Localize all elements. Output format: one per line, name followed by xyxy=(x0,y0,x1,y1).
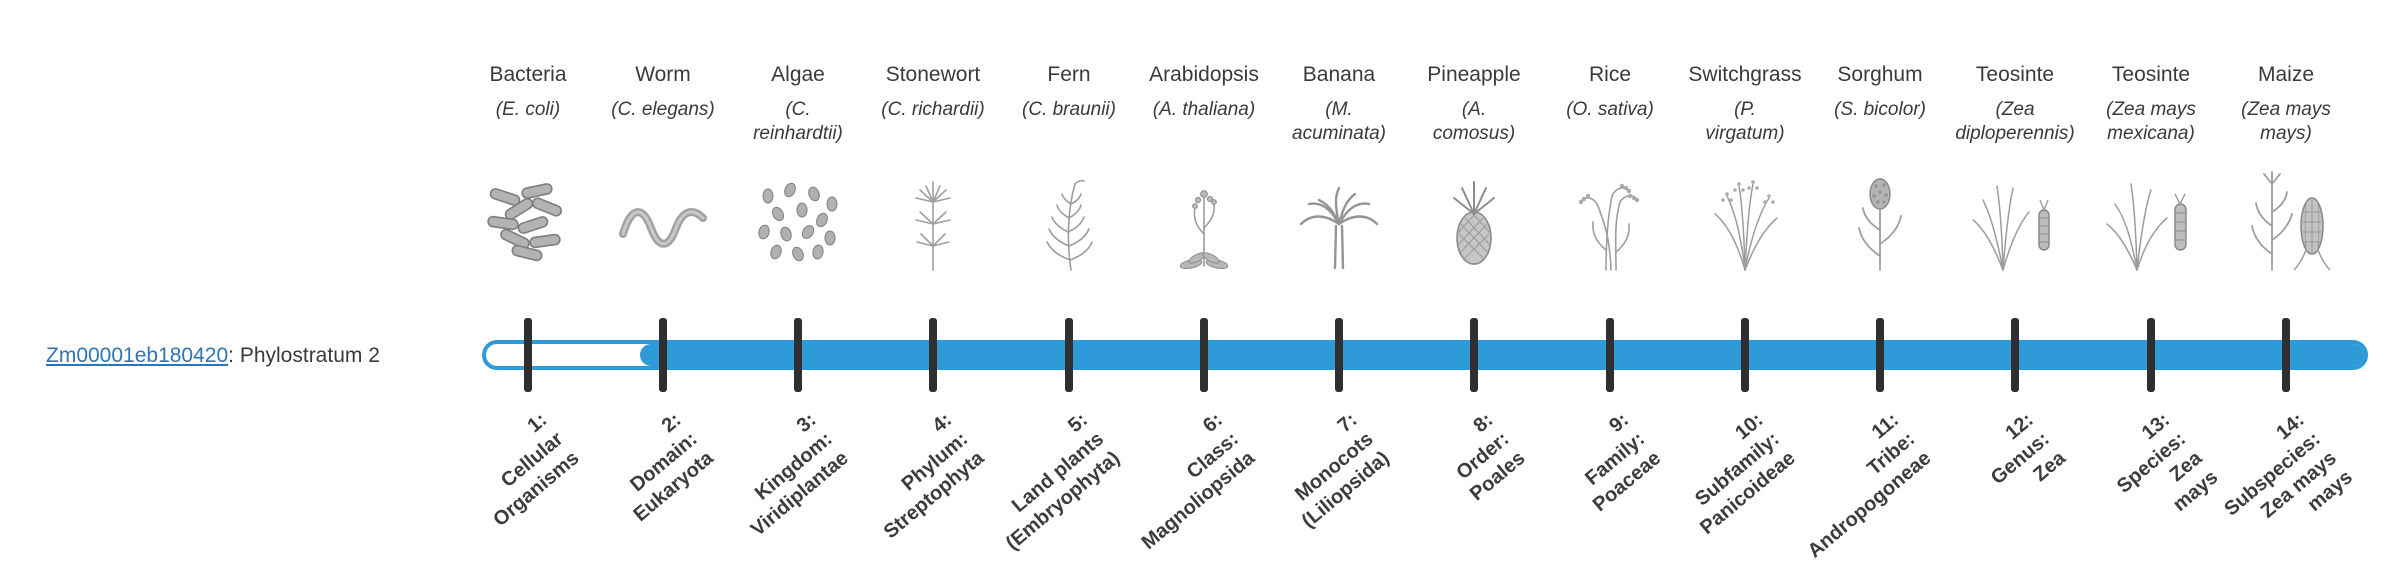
phylostratum-label: 11: Tribe: Andropogoneae xyxy=(1803,408,1935,563)
rice-illustration xyxy=(1555,168,1665,276)
organism-name: Rice xyxy=(1588,63,1631,86)
phylostratum-label: 2: Domain: Eukaryota xyxy=(626,408,718,527)
organism-scientific-name: (P. virgatum) xyxy=(1705,99,1785,144)
organism-scientific-name: (Zea diploperennis) xyxy=(1955,99,2075,144)
timeline-bar xyxy=(482,340,2368,370)
organism-scientific-name: (A. thaliana) xyxy=(1152,99,1256,120)
switchgrass-illustration xyxy=(1690,168,1800,276)
tick-mark xyxy=(2011,318,2019,392)
organism-scientific-name: (Zea mays mays) xyxy=(2241,99,2331,144)
gene-label: Zm00001eb180420: Phylostratum 2 xyxy=(46,343,380,368)
organism-scientific-name: (C. reinhardtii) xyxy=(753,99,843,144)
organism-name: Arabidopsis xyxy=(1149,63,1259,86)
organism-name: Worm xyxy=(635,63,691,86)
tick-mark xyxy=(794,318,802,392)
arabidopsis-illustration xyxy=(1149,168,1259,276)
sorghum-illustration xyxy=(1825,168,1935,276)
tick-mark xyxy=(1606,318,1614,392)
fern-illustration xyxy=(1014,168,1124,276)
organism-scientific-name: (C. elegans) xyxy=(611,99,715,120)
organism-name: Banana xyxy=(1302,63,1376,86)
tick-mark xyxy=(659,318,667,392)
phylostratum-label: 4: Phylum: Streptophyta xyxy=(879,408,988,544)
organism-scientific-name: (O. sativa) xyxy=(1566,99,1654,120)
organism-name: Switchgrass xyxy=(1688,63,1802,86)
organism-scientific-name: (C. braunii) xyxy=(1022,99,1116,120)
timeline-bar-fill xyxy=(640,344,2364,366)
phylostratum-label: 6: Class: Magnoliopsida xyxy=(1137,408,1259,554)
stonewort-illustration xyxy=(878,168,988,276)
organism-name: Algae xyxy=(771,63,825,86)
tick-mark xyxy=(1741,318,1749,392)
teosinte-diploperennis-illustration xyxy=(1960,168,2070,276)
organism-name: Pineapple xyxy=(1427,63,1521,86)
organism-name: Stonewort xyxy=(885,63,981,86)
phylostratum-label: 12: Genus: Zea xyxy=(1986,408,2070,490)
phylostratum-label: 13: Species: Zea mays xyxy=(2112,408,2222,516)
gene-phylostratum-text: : Phylostratum 2 xyxy=(228,344,380,367)
banana-illustration xyxy=(1284,168,1394,276)
phylostratum-label: 1: Cellular Organisms xyxy=(488,408,583,532)
phylostratum-label: 5: Land plants (Embryophyta) xyxy=(1001,408,1124,555)
teosinte-mexicana-illustration xyxy=(2096,168,2206,276)
organism-name: Teosinte xyxy=(1975,63,2055,86)
organism-name: Bacteria xyxy=(489,63,567,86)
worm-illustration xyxy=(608,168,718,276)
organism-scientific-name: (M. acuminata) xyxy=(1292,99,1386,144)
gene-link[interactable]: Zm00001eb180420 xyxy=(46,344,229,367)
tick-mark xyxy=(1200,318,1208,392)
tick-mark xyxy=(1065,318,1073,392)
tick-mark xyxy=(1470,318,1478,392)
organism-name: Teosinte xyxy=(2111,63,2191,86)
maize-illustration xyxy=(2231,168,2341,276)
tick-mark xyxy=(1876,318,1884,392)
phylostratum-label: 7: Monocots (Liliopsida) xyxy=(1291,408,1394,533)
phylostratum-label: 14: Subspecies: Zea mays mays xyxy=(2220,408,2357,523)
tick-mark xyxy=(1335,318,1343,392)
phylostratum-label: 10: Subfamily: Panicoideae xyxy=(1691,408,1800,539)
tick-mark xyxy=(2147,318,2155,392)
organism-name: Maize xyxy=(2257,63,2315,86)
pineapple-illustration xyxy=(1419,168,1529,276)
tick-mark xyxy=(929,318,937,392)
phylostratum-label: 8: Order: Poales xyxy=(1451,408,1529,506)
algae-illustration xyxy=(743,168,853,276)
tick-mark xyxy=(524,318,532,392)
organism-name: Sorghum xyxy=(1837,63,1923,86)
phylostratum-label: 9: Family: Poaceae xyxy=(1581,408,1665,517)
organism-scientific-name: (E. coli) xyxy=(495,99,561,120)
organism-scientific-name: (A. comosus) xyxy=(1432,99,1516,144)
tick-mark xyxy=(2282,318,2290,392)
organism-scientific-name: (Zea mays mexicana) xyxy=(2106,99,2196,144)
phylostratum-label: 3: Kingdom: Viridiplantae xyxy=(747,408,853,541)
bacteria-illustration xyxy=(473,168,583,276)
organism-name: Fern xyxy=(1047,63,1091,86)
organism-scientific-name: (S. bicolor) xyxy=(1834,99,1926,120)
organism-scientific-name: (C. richardii) xyxy=(881,99,985,120)
